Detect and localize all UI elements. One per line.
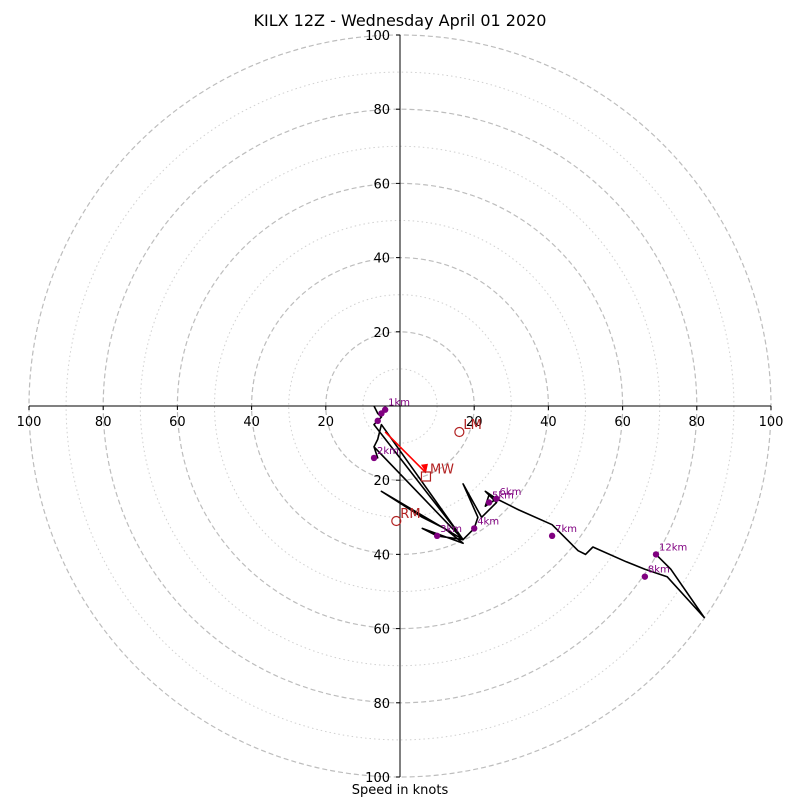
x-tick-label: 80 [95,415,112,430]
height-marker [485,499,493,506]
chart-title: KILX 12Z - Wednesday April 01 2020 [253,11,547,30]
hodograph-trace [373,405,706,619]
y-tick-label: 100 [365,771,390,786]
y-tick-label: 60 [373,623,390,638]
hodograph-trace-group [373,405,706,619]
height-marker [548,532,556,540]
height-marker [652,551,660,558]
storm-motion-marker [454,426,465,438]
y-tick-label: 20 [373,474,390,489]
storm-motion-label: LM [463,418,481,433]
mean-wind-arrowhead [420,463,428,473]
x-tick-label: 80 [689,415,706,430]
height-marker-label: 6km [499,487,521,498]
y-tick-label: 80 [373,697,390,712]
height-marker-label: 5km [492,490,514,501]
height-marker-label: 12km [659,542,687,553]
y-tick-label: 40 [373,252,390,267]
x-tick-label: 100 [759,415,784,430]
height-marker-label: 2km [377,446,399,457]
height-marker [378,410,385,417]
height-marker [433,532,441,540]
storm-motion-label: MW [430,462,454,477]
x-tick-label: 20 [466,415,483,430]
x-axis-label: Speed in knots [351,783,449,798]
height-marker-label: 7km [555,524,577,535]
height-marker-label: 8km [648,565,670,576]
y-tick-label: 20 [373,326,390,341]
y-tick-label: 80 [373,103,390,118]
storm-motion-label: RM [400,507,420,522]
x-tick-label: 20 [318,415,335,430]
height-marker [641,573,649,580]
x-tick-label: 100 [17,415,42,430]
mean-wind-marker [420,471,432,482]
axes [28,34,772,778]
height-marker [471,525,478,532]
height-marker [370,454,378,462]
storm-motion-marker [391,515,402,527]
x-tick-label: 60 [169,415,186,430]
mean-wind-vector-group [384,431,428,474]
height-marker-label: 1km [388,398,410,409]
tick-labels: 100 80 60 40 20 20 40 60 80 100 100 80 60 40 20 20 40 60 8… [17,29,784,786]
height-marker [374,417,381,425]
height-marker-label: 3km [440,524,462,535]
mean-wind-vector [384,431,427,474]
y-tick-label: 100 [365,29,390,44]
y-tick-label: 60 [373,177,390,192]
x-tick-label: 40 [243,415,260,430]
height-marker [493,495,500,502]
storm-motion-group: LM RM MW [391,418,482,527]
height-marker-label: 4km [477,516,499,527]
x-tick-label: 60 [614,415,631,430]
y-tick-label: 40 [373,548,390,563]
x-tick-label: 40 [540,415,557,430]
